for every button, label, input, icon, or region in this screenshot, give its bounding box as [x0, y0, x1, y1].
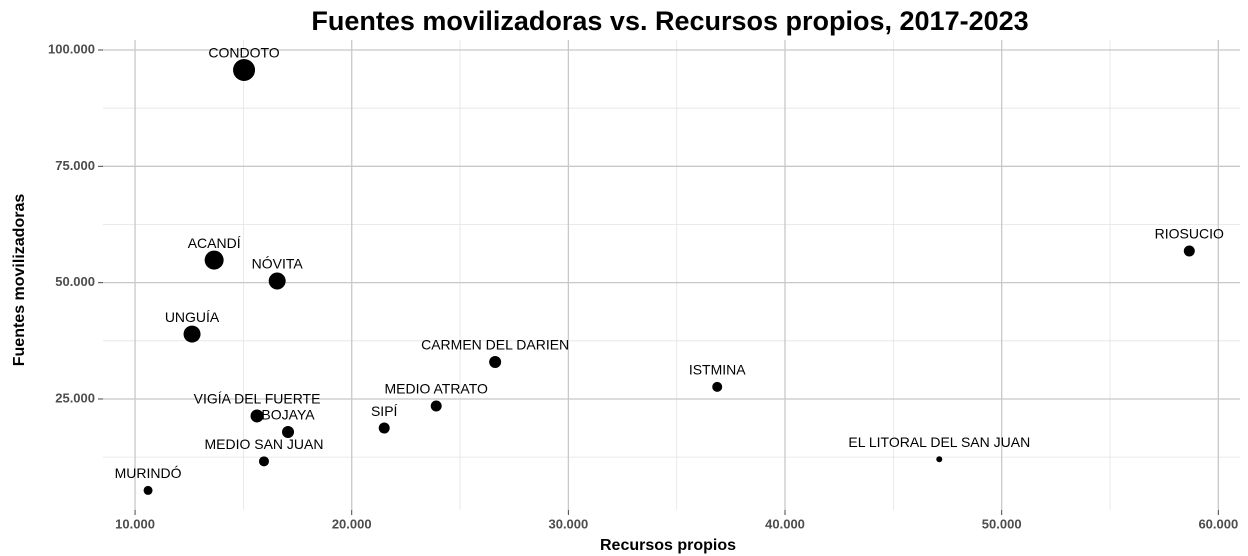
y-tick-label: 75.000	[55, 158, 95, 173]
point	[233, 59, 256, 82]
point-label: BOJAYA	[261, 407, 315, 423]
point	[258, 456, 269, 467]
point-label: MURINDÓ	[115, 465, 182, 481]
point-label: ACANDÍ	[188, 235, 241, 251]
point	[143, 485, 153, 495]
point-label: MEDIO ATRATO	[384, 381, 488, 397]
x-axis-label: Recursos propios	[600, 537, 736, 554]
point	[378, 422, 390, 434]
x-tick-label: 40.000	[765, 516, 805, 531]
point	[430, 400, 442, 412]
point	[282, 426, 295, 439]
y-tick-label: 100.000	[48, 41, 95, 56]
point	[250, 409, 264, 423]
x-tick-label: 10.000	[115, 516, 155, 531]
point-label: MEDIO SAN JUAN	[204, 436, 323, 452]
x-tick-label: 60.000	[1198, 516, 1238, 531]
point	[1183, 245, 1195, 257]
y-tick-label: 25.000	[55, 390, 95, 405]
point-label: CARMEN DEL DARIEN	[421, 337, 569, 353]
point-label: VIGÍA DEL FUERTE	[194, 391, 321, 407]
point	[489, 355, 502, 368]
chart-title: Fuentes movilizadoras vs. Recursos propi…	[311, 6, 1028, 36]
point-label: SIPÍ	[371, 403, 398, 419]
point-label: EL LITORAL DEL SAN JUAN	[848, 434, 1030, 450]
point	[936, 456, 943, 463]
y-tick-label: 50.000	[55, 274, 95, 289]
point-label: CONDOTO	[208, 45, 279, 61]
x-tick-label: 20.000	[332, 516, 372, 531]
point-label: RIOSUCIO	[1155, 226, 1224, 242]
point-label: ISTMINA	[689, 362, 746, 378]
y-axis-label: Fuentes movilizadoras	[11, 194, 28, 367]
point-label: UNGUÍA	[165, 309, 220, 325]
point	[712, 381, 723, 392]
point	[183, 325, 201, 343]
point	[204, 250, 224, 270]
point	[268, 272, 286, 290]
point-label: NÓVITA	[252, 256, 304, 272]
x-tick-label: 50.000	[982, 516, 1022, 531]
x-tick-label: 30.000	[548, 516, 588, 531]
